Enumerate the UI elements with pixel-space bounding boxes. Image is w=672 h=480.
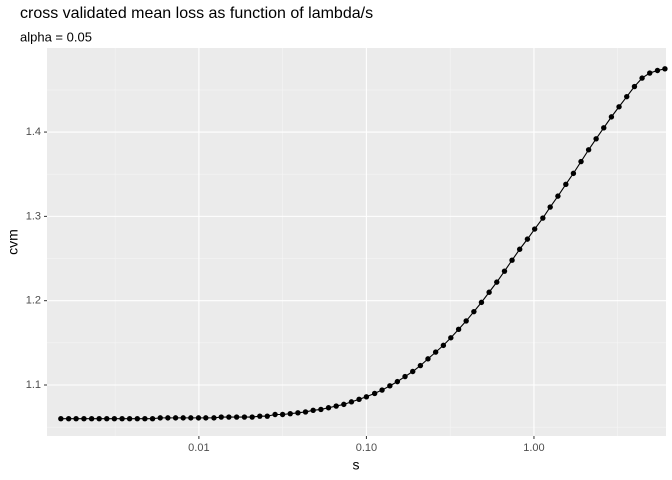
point [616,104,622,110]
point [394,378,401,385]
point [188,415,194,421]
point [272,411,278,418]
point [516,246,523,252]
point [126,416,133,422]
point [226,414,232,420]
y-tick-label: 1.4 [26,126,41,138]
y-tick-label: 1.2 [26,295,41,307]
grid [47,48,666,436]
point [149,416,156,422]
point [302,409,309,415]
point [264,413,270,419]
point [662,66,668,72]
point [494,279,500,285]
point [425,356,431,362]
point [333,403,339,409]
y-tick-label: 1.3 [26,210,41,222]
point [540,215,546,221]
point [371,390,378,397]
panel [47,48,666,436]
point [563,181,569,188]
chart-title: cross validated mean loss as function of… [20,5,373,22]
y-axis-label: cvm [5,229,21,255]
point [172,415,179,421]
point [119,416,125,422]
point [341,401,347,408]
point [88,416,95,422]
point [157,415,163,421]
point [73,416,79,422]
point [387,383,393,389]
point [631,83,638,90]
point [478,299,485,306]
point [608,114,615,120]
point [111,416,118,422]
point [203,415,209,421]
point [180,415,186,421]
point [165,415,171,421]
point [96,416,102,422]
point [417,362,424,369]
point [585,147,592,153]
point [142,416,148,422]
point [593,136,599,142]
chart-subtitle: alpha = 0.05 [20,29,92,44]
point [432,349,439,355]
x-axis-label: s [353,457,360,473]
x-tick-label: 0.10 [356,442,377,454]
point [402,373,408,380]
point [104,416,110,422]
point [310,407,316,413]
point [555,193,561,199]
point [363,394,370,400]
point [601,125,607,131]
point [318,406,324,413]
point [570,170,577,177]
x-tick-label: 1.00 [523,442,544,454]
point [257,413,263,419]
point [295,410,301,416]
point [624,93,630,100]
point [440,342,447,349]
point [233,414,240,420]
point [509,257,515,263]
point [195,415,202,421]
point [647,70,653,76]
point [524,236,531,242]
point [463,318,469,324]
point [134,416,141,422]
y-tick-label: 1.1 [26,379,41,391]
point [58,416,64,422]
point [325,405,332,411]
point [218,414,224,420]
point [578,158,584,165]
point [639,75,645,81]
point [249,414,255,420]
point [410,368,416,375]
point [501,268,508,274]
point [287,410,293,417]
point [379,387,385,393]
point [279,411,286,418]
point [547,204,553,210]
point [448,335,454,341]
point [486,289,492,295]
x-tick-label: 0.01 [188,442,209,454]
point [356,396,362,403]
point [241,414,248,420]
point [81,416,87,422]
point [211,415,217,421]
point [348,399,355,405]
point [455,326,462,333]
point [471,308,477,315]
point [531,226,538,232]
point [65,416,72,422]
point [654,67,661,74]
